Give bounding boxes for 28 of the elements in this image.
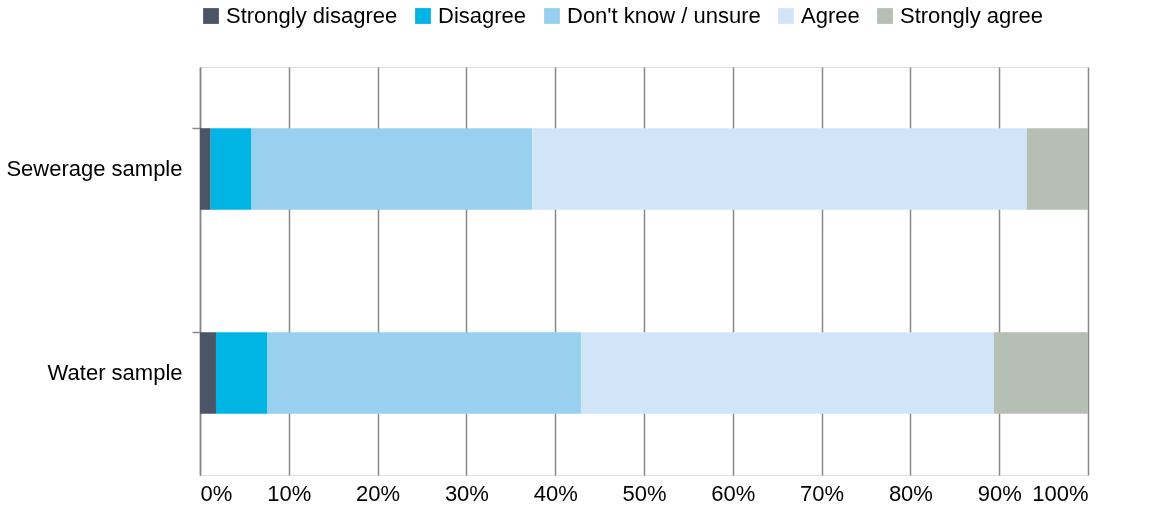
bar [993, 332, 1088, 414]
y-tick-label: Water sample [47, 360, 183, 385]
bar [200, 128, 211, 210]
bar [210, 128, 252, 210]
x-tick-label: 70% [800, 480, 845, 506]
bar [532, 128, 1027, 210]
legend-label: Agree [801, 3, 860, 28]
bar [580, 332, 994, 414]
x-tick-label: 90% [977, 480, 1022, 506]
legend-label: Strongly disagree [226, 3, 398, 28]
legend-label: Strongly agree [900, 3, 1044, 28]
x-tick-label: 60% [711, 480, 756, 506]
bar [267, 332, 581, 414]
x-tick-label: 30% [444, 480, 489, 506]
x-tick-label: 20% [356, 480, 401, 506]
x-tick-label: 0% [200, 480, 233, 506]
bar [1026, 128, 1088, 210]
x-tick-label: 40% [533, 480, 578, 506]
x-tick-label: 50% [622, 480, 667, 506]
x-tick-label: 10% [267, 480, 312, 506]
legend-label: Disagree [438, 3, 527, 28]
x-tick-label: 100% [1032, 480, 1089, 506]
bar [215, 332, 268, 414]
bar [251, 128, 533, 210]
bar [200, 332, 216, 414]
x-tick-label: 80% [888, 480, 933, 506]
legend-label: Don't know / unsure [567, 3, 761, 28]
y-tick-label: Sewerage sample [6, 156, 183, 181]
